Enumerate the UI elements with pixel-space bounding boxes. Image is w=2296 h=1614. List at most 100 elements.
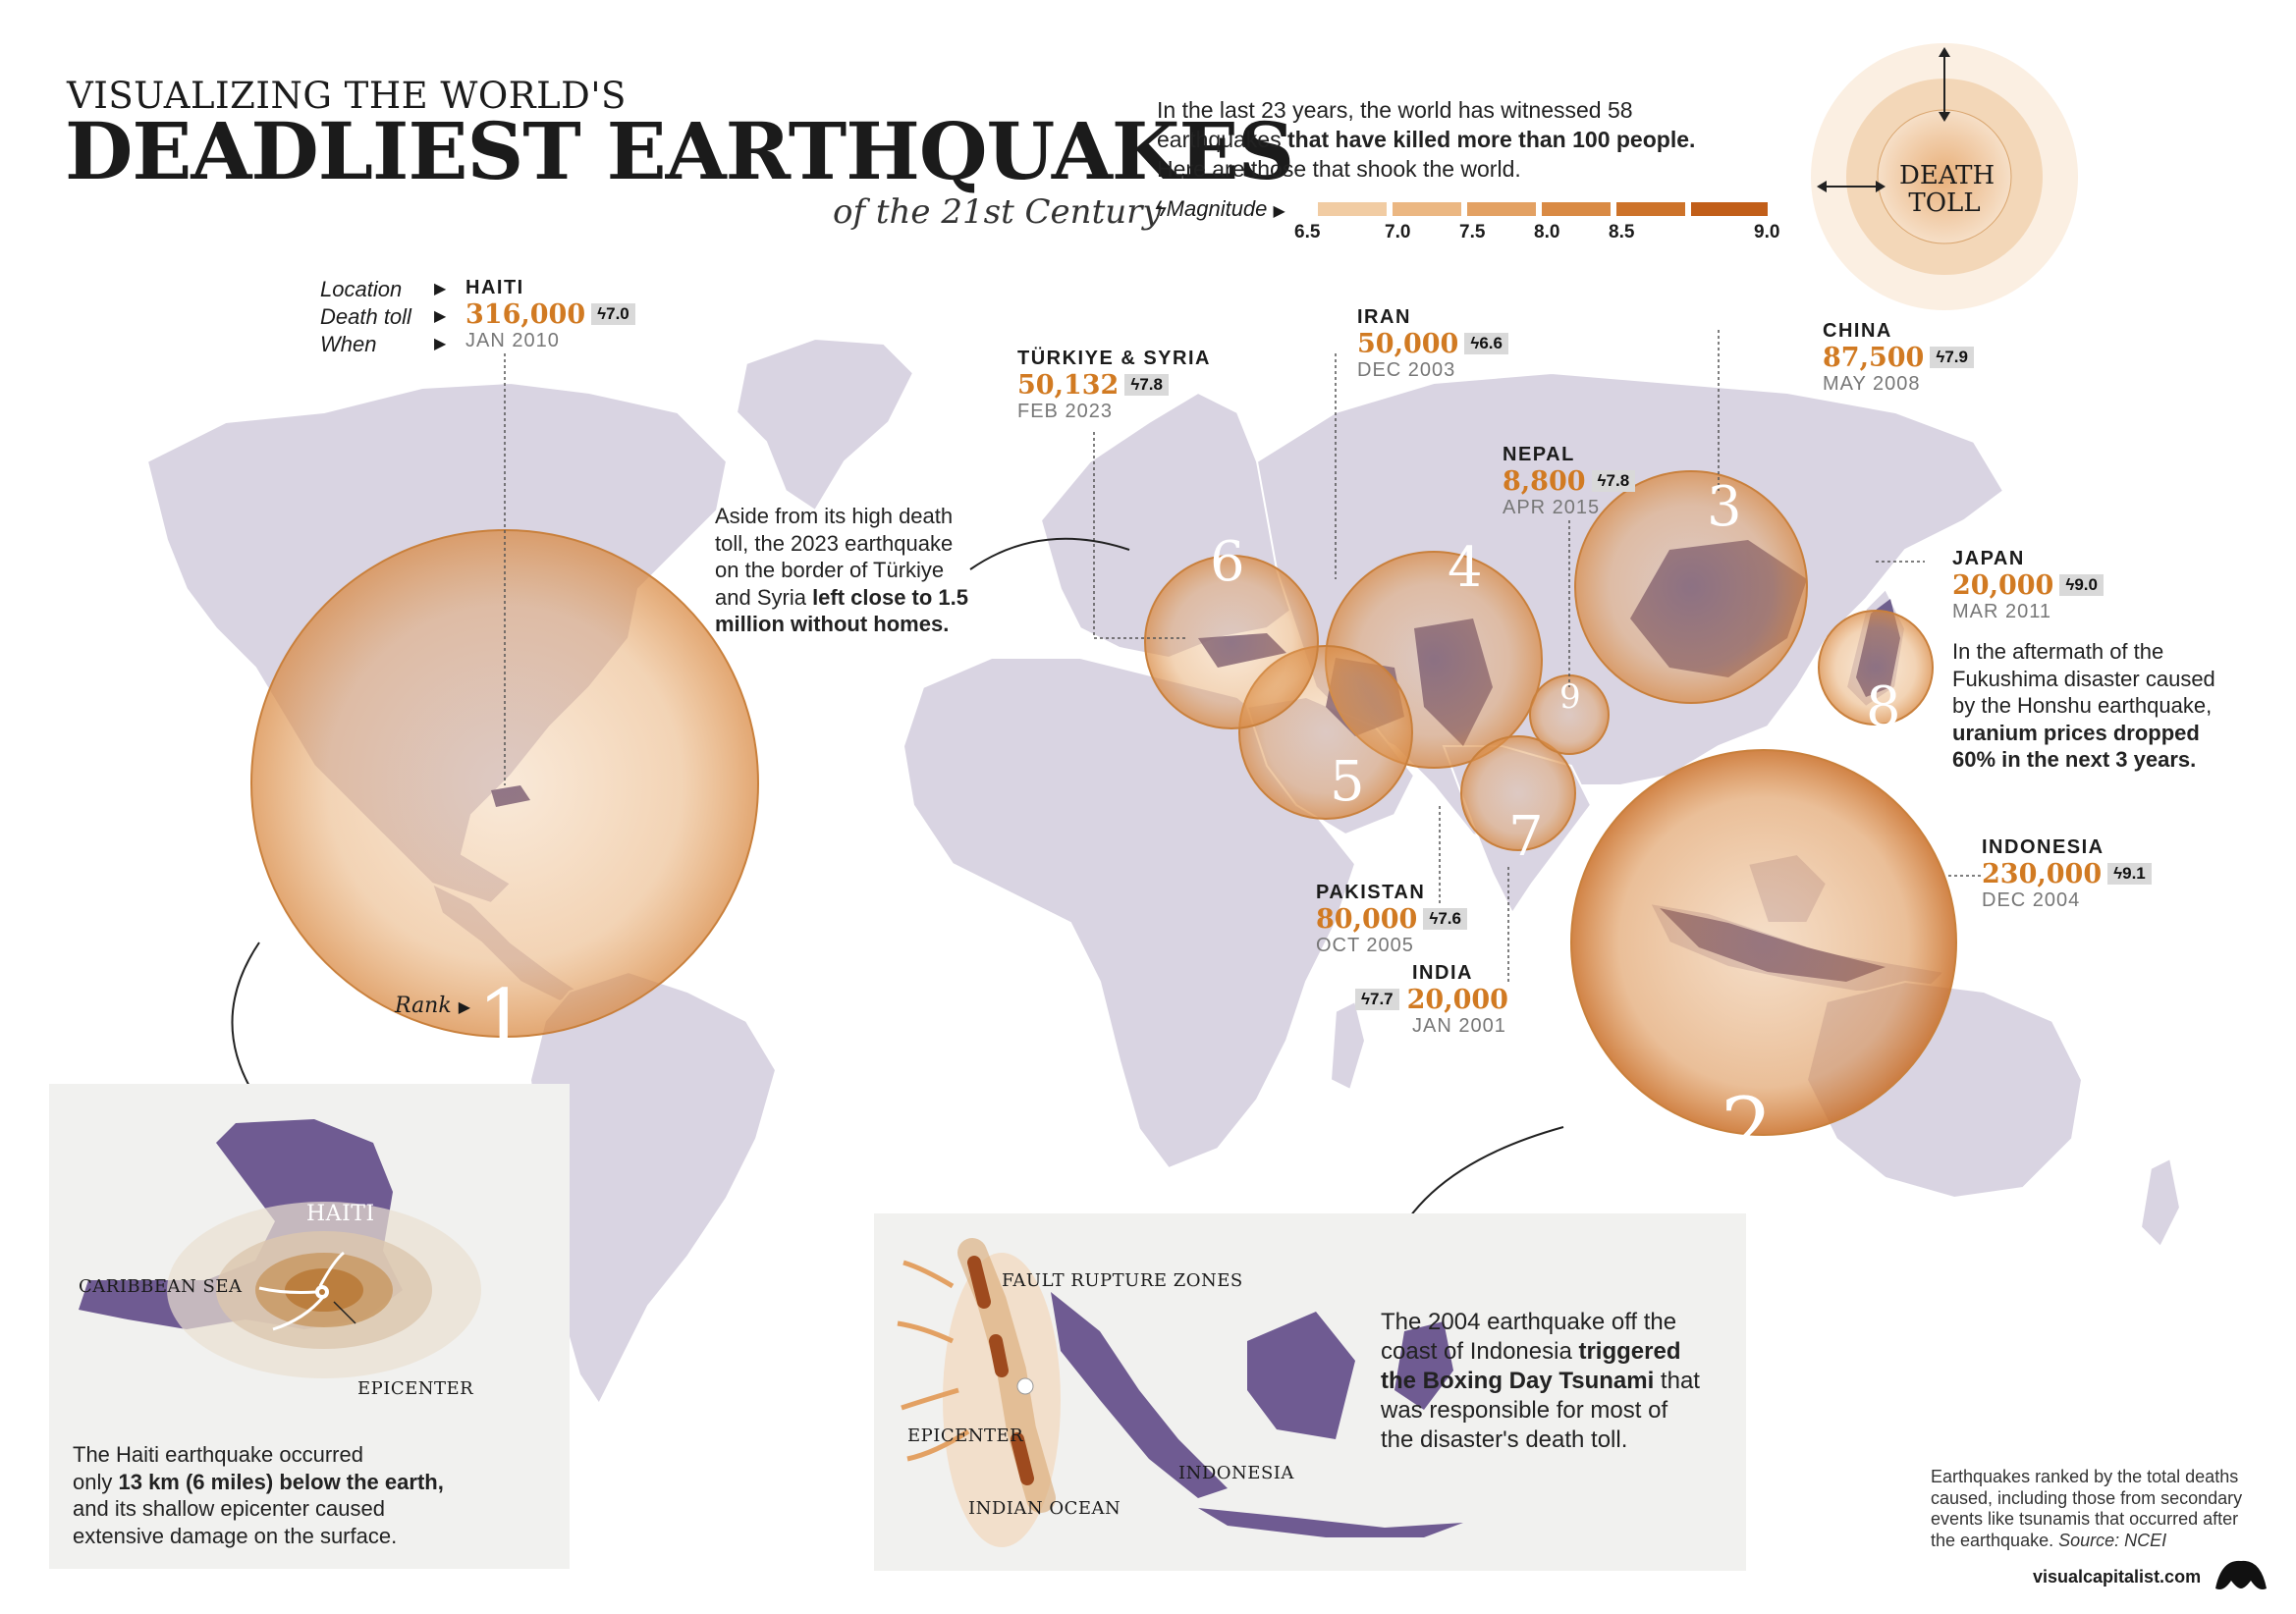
annotation-japan-line-3: by the Honshu earthquake, — [1952, 693, 2213, 718]
footer-line-1: Earthquakes ranked by the total deaths — [1931, 1467, 2239, 1486]
triangle-right-icon: ▶ — [458, 997, 470, 1016]
eq-india-location: INDIA — [1412, 962, 1473, 984]
brand-logo-icon — [2215, 1560, 2267, 1589]
annotation-turkiye-line-4: and Syria left close to 1.5 — [715, 584, 968, 612]
haiti-inset-line-2a: only — [73, 1469, 119, 1494]
eq-turkiye-date: FEB 2023 — [1017, 401, 1113, 422]
eq-nepal-toll-row: 8,800 ϟ7.8 — [1503, 466, 1636, 497]
triangle-right-icon: ▶ — [1273, 203, 1285, 220]
haiti-inset-map — [79, 1119, 481, 1378]
annotation-turkiye-line-3: on the border of Türkiye — [715, 558, 945, 582]
eq-india-toll-row: ϟ7.7 20,000 — [1355, 985, 1508, 1015]
eq-turkiye-toll: 50,132 — [1017, 370, 1120, 401]
annotation-japan-line-4: uranium prices dropped — [1952, 720, 2215, 747]
indonesia-inset-label-ocean: INDIAN OCEAN — [968, 1498, 1121, 1519]
eq-haiti-date: JAN 2010 — [465, 330, 560, 351]
footer-line-4: the earthquake. Source: NCEI — [1931, 1531, 2242, 1552]
eq-pakistan-location: PAKISTAN — [1316, 882, 1426, 903]
rank-label-text: Rank — [395, 994, 452, 1018]
haiti-inset-text: The Haiti earthquake occurred only 13 km… — [73, 1441, 444, 1549]
bubble-japan — [1818, 610, 1934, 726]
title-kicker: VISUALIZING THE WORLD'S — [67, 75, 627, 117]
bubble-indonesia — [1570, 749, 1957, 1136]
eq-china-magnitude: 7.9 — [1944, 348, 1968, 366]
annotation-turkiye-line-5-bold: million without homes. — [715, 612, 950, 636]
magnitude-swatch-2 — [1393, 202, 1461, 216]
indonesia-inset-line-2b: triggered — [1578, 1338, 1681, 1365]
death-toll-legend-label-1: DEATH — [1899, 161, 1995, 190]
rank-number-3: 3 — [1707, 475, 1742, 539]
magnitude-label-text: Magnitude — [1166, 196, 1268, 221]
death-toll-legend — [1811, 43, 2078, 310]
key-location-text: Location — [320, 277, 403, 301]
eq-pakistan-toll-row: 80,000 ϟ7.6 — [1316, 904, 1467, 935]
eq-haiti-toll-row: 316,000 ϟ7.0 — [465, 299, 635, 330]
magnitude-tick-2: 7.0 — [1385, 222, 1411, 242]
eq-indonesia-toll-row: 230,000 ϟ9.1 — [1982, 859, 2152, 889]
annotation-turkiye-line-1: Aside from its high death — [715, 504, 954, 528]
haiti-inset-line-1: The Haiti earthquake occurred — [73, 1442, 363, 1467]
eq-china-toll-row: 87,500 ϟ7.9 — [1823, 343, 1974, 373]
haiti-inset-label-sea: CARIBBEAN SEA — [79, 1276, 243, 1297]
eq-indonesia-date: DEC 2004 — [1982, 889, 2081, 911]
arrow-haiti-inset — [231, 942, 260, 1101]
magnitude-swatch-3 — [1467, 202, 1536, 216]
bubble-iran — [1144, 555, 1319, 729]
indonesia-inset-label-fault: FAULT RUPTURE ZONES — [1002, 1270, 1243, 1291]
eq-japan-toll: 20,000 — [1952, 570, 2054, 601]
footer-line-2: caused, including those from secondary — [1931, 1487, 2243, 1508]
eq-japan-toll-row: 20,000 ϟ9.0 — [1952, 570, 2104, 601]
eq-iran-toll-row: 50,000 ϟ6.6 — [1357, 329, 1508, 359]
indonesia-inset-line-2: coast of Indonesia triggered — [1381, 1337, 1700, 1367]
rank-pointer-label: Rank ▶ — [395, 994, 470, 1018]
key-when-label: When — [320, 332, 376, 357]
haiti-inset-line-2: only 13 km (6 miles) below the earth, — [73, 1469, 444, 1496]
eq-turkiye-toll-row: 50,132 ϟ7.8 — [1017, 370, 1211, 401]
intro-line-2-bold: that have killed more than 100 people. — [1281, 126, 1696, 152]
intro-line-2-normal: earthquakes — [1157, 126, 1282, 152]
eq-iran-date: DEC 2003 — [1357, 359, 1456, 381]
indonesia-inset-line-3b: that — [1654, 1368, 1700, 1394]
eq-iran-magnitude-badge: ϟ6.6 — [1464, 333, 1508, 354]
eq-pakistan-date: OCT 2005 — [1316, 935, 1414, 956]
annotation-japan-line-1: In the aftermath of the — [1952, 639, 2164, 664]
indonesia-inset-line-2a: coast of Indonesia — [1381, 1338, 1579, 1365]
magnitude-tick-6: 9.0 — [1754, 222, 1780, 242]
eq-nepal-location: NEPAL — [1503, 444, 1575, 465]
eq-haiti-location: HAITI — [465, 277, 524, 298]
key-toll-label: Death toll — [320, 304, 411, 330]
eq-nepal-magnitude-badge: ϟ7.8 — [1591, 470, 1636, 492]
brand-url: visualcapitalist.com — [2033, 1567, 2202, 1587]
rank-number-6: 6 — [1210, 530, 1245, 594]
rank-number-4: 4 — [1448, 536, 1483, 600]
rank-number-5: 5 — [1330, 750, 1365, 814]
eq-label-china: CHINA 87,500 ϟ7.9 MAY 2008 — [1823, 320, 1974, 396]
eq-india-toll: 20,000 — [1406, 985, 1508, 1015]
annotation-turkiye: Aside from its high death toll, the 2023… — [715, 503, 968, 638]
indonesia-inset-label-epicenter: EPICENTER — [907, 1426, 1024, 1446]
eq-china-location: CHINA — [1823, 320, 1892, 342]
eq-label-haiti: HAITI 316,000 ϟ7.0 JAN 2010 — [465, 277, 635, 352]
key-arrow-1: ▶ — [434, 281, 447, 297]
annotation-turkiye-line-5: million without homes. — [715, 611, 968, 638]
haiti-inset-line-2b: 13 km (6 miles) below the earth, — [118, 1469, 444, 1494]
eq-turkiye-location: TÜRKIYE & SYRIA — [1017, 348, 1211, 369]
indonesia-inset-label-indonesia: INDONESIA — [1178, 1463, 1294, 1483]
eq-label-turkiye: TÜRKIYE & SYRIA 50,132 ϟ7.8 FEB 2023 — [1017, 348, 1211, 423]
indonesia-inset-text: The 2004 earthquake off the coast of Ind… — [1381, 1308, 1700, 1455]
eq-haiti-toll: 316,000 — [465, 299, 586, 330]
footer-source: Source: NCEI — [2058, 1530, 2167, 1550]
greenland-shape — [735, 337, 915, 512]
annotation-turkiye-line-2: toll, the 2023 earthquake — [715, 530, 954, 556]
eq-japan-date: MAR 2011 — [1952, 601, 2052, 622]
eq-iran-toll: 50,000 — [1357, 329, 1459, 359]
eq-label-indonesia: INDONESIA 230,000 ϟ9.1 DEC 2004 — [1982, 836, 2152, 912]
magnitude-tick-3: 7.5 — [1459, 222, 1486, 242]
eq-iran-magnitude: 6.6 — [1479, 334, 1503, 352]
key-arrow-2: ▶ — [434, 308, 447, 325]
madagascar-shape — [1329, 999, 1367, 1092]
intro-text: In the last 23 years, the world has witn… — [1157, 96, 1707, 185]
rank-number-9: 9 — [1559, 677, 1581, 717]
arrow-turkiye — [969, 537, 1130, 570]
